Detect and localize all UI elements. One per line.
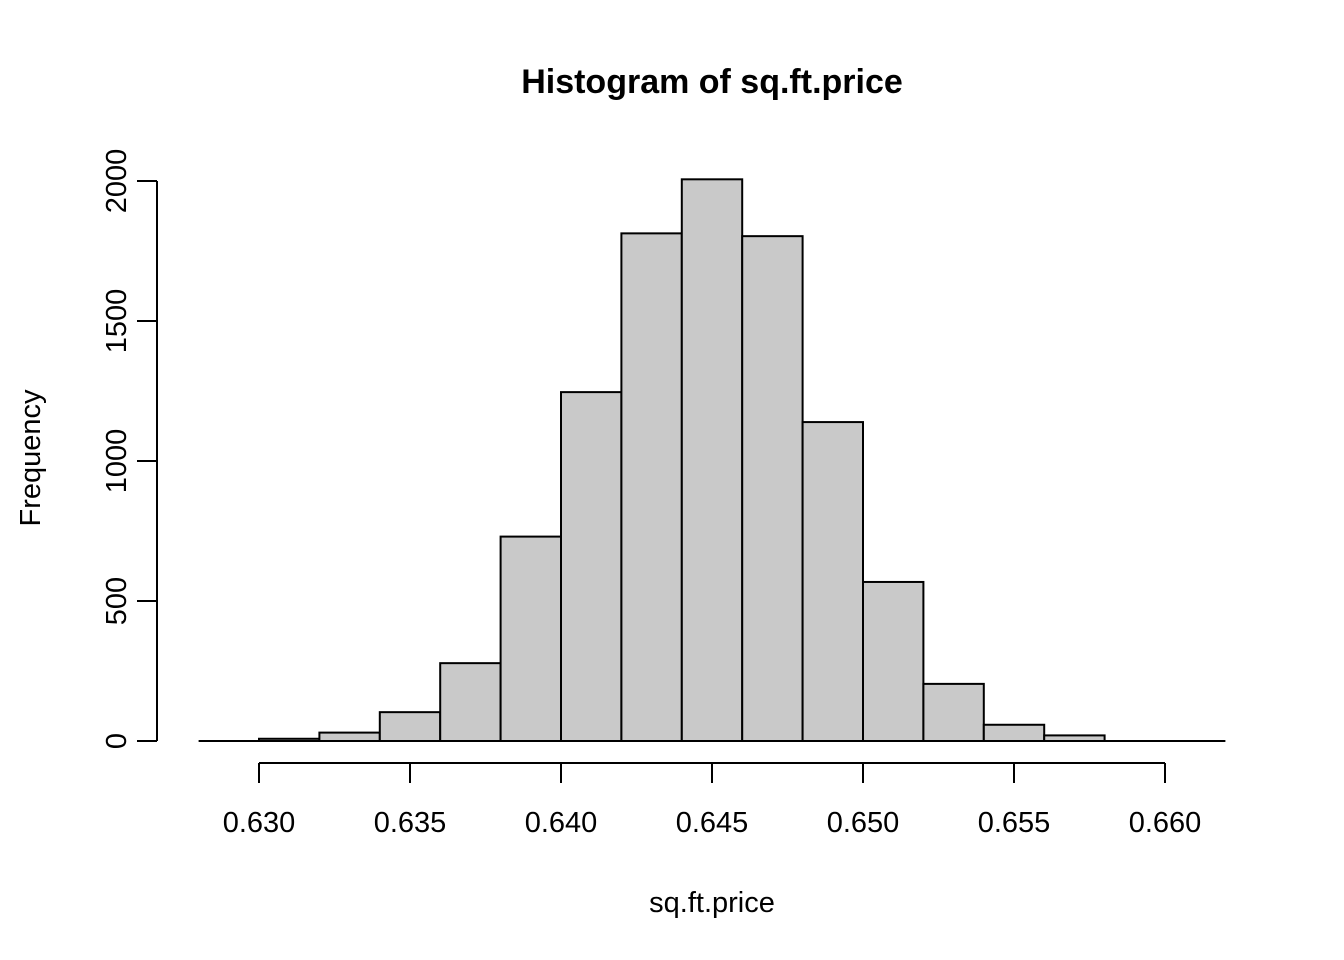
x-tick-label: 0.655 bbox=[978, 807, 1051, 839]
histogram-bar bbox=[499, 535, 563, 742]
y-axis-label: Frequency bbox=[15, 389, 47, 527]
histogram-bar bbox=[862, 580, 925, 743]
histogram-bar bbox=[560, 391, 623, 742]
x-tick-label: 0.650 bbox=[827, 807, 900, 839]
histogram-bar bbox=[439, 662, 502, 742]
histogram-bar bbox=[680, 178, 744, 742]
histogram-bar bbox=[1043, 734, 1106, 743]
histogram-bar bbox=[258, 737, 321, 743]
histogram-bar bbox=[801, 421, 864, 742]
histogram-bar bbox=[620, 232, 683, 743]
chart-title: Histogram of sq.ft.price bbox=[521, 63, 903, 101]
y-tick-label: 2000 bbox=[101, 149, 133, 214]
y-tick-label: 1000 bbox=[101, 429, 133, 494]
histogram-bars bbox=[198, 178, 1226, 743]
y-tick-label: 500 bbox=[101, 577, 133, 625]
x-tick-label: 0.640 bbox=[525, 807, 598, 839]
x-tick-label: 0.630 bbox=[223, 807, 296, 839]
histogram-bar bbox=[378, 711, 442, 742]
axes: 0 500 1000 1500 2000 0.630 0.635 0.640 0.645 0.65… bbox=[101, 149, 1201, 839]
x-tick-label: 0.660 bbox=[1129, 807, 1202, 839]
x-axis-label: sq.ft.price bbox=[649, 887, 775, 919]
y-tick-label: 1500 bbox=[101, 289, 133, 354]
histogram-bar bbox=[982, 723, 1046, 743]
histogram-bar bbox=[318, 731, 381, 742]
y-tick-label: 0 bbox=[101, 733, 133, 749]
x-tick-label: 0.635 bbox=[374, 807, 447, 839]
histogram-bar bbox=[741, 235, 804, 742]
histogram-bar bbox=[922, 682, 985, 743]
x-tick-label: 0.645 bbox=[676, 807, 749, 839]
